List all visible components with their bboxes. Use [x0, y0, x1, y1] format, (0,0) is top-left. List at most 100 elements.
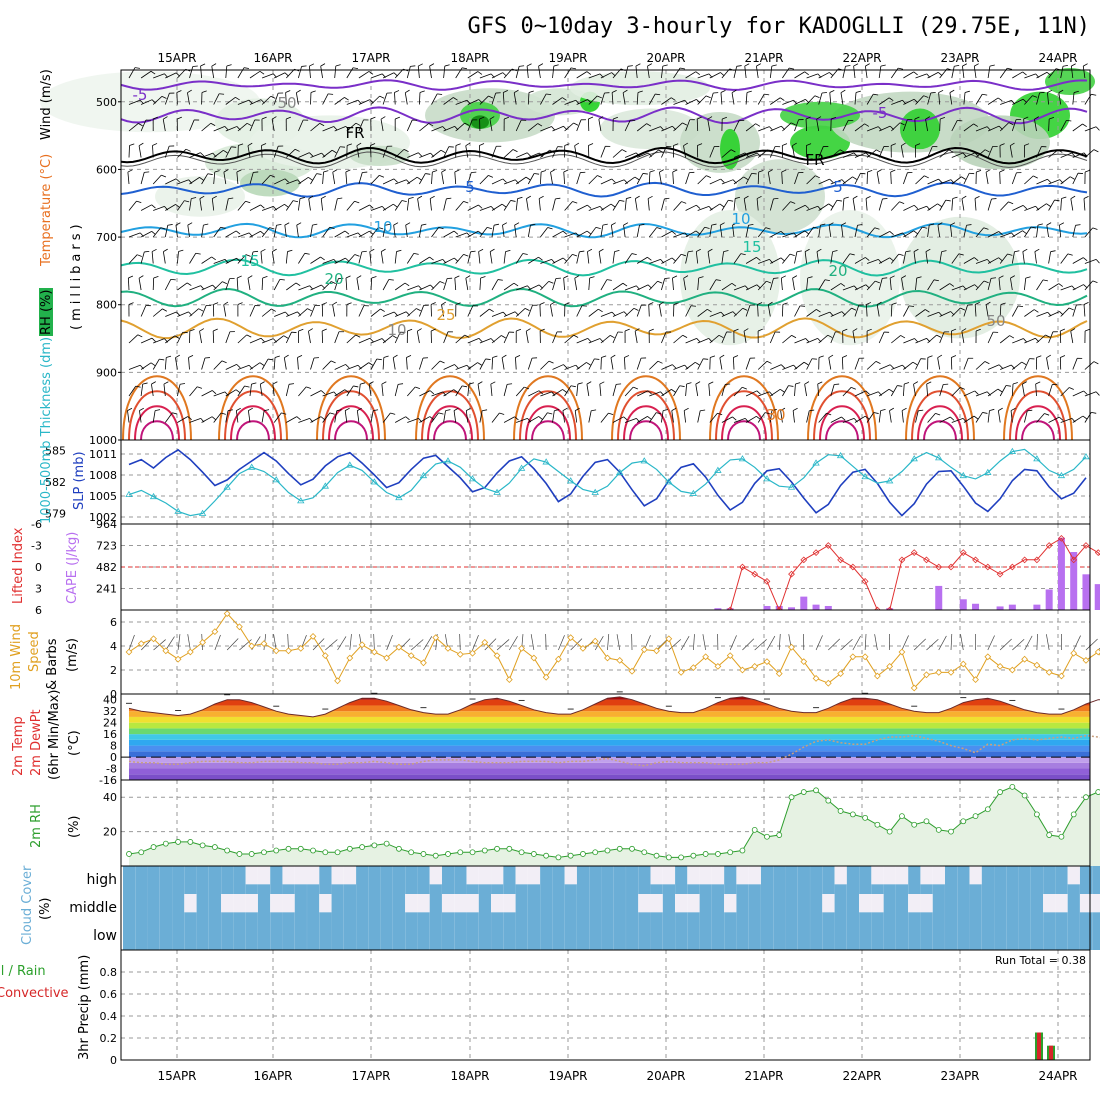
wind-barb	[489, 251, 493, 264]
wind10-panel-bg	[121, 610, 1090, 694]
wind-barb	[658, 304, 662, 317]
cloud-bar	[172, 922, 185, 950]
wind-barb-flag	[626, 196, 632, 199]
wind-barb-flag	[220, 412, 226, 415]
wind-barb-flag	[768, 169, 773, 173]
wind-barb	[673, 334, 683, 344]
wind-barb	[490, 384, 493, 397]
wind-barb	[915, 205, 927, 211]
cloud-bar	[675, 922, 688, 950]
lifted-index-marker	[1008, 563, 1016, 571]
wind-barb-flag	[664, 197, 670, 200]
wind-barb-flag	[425, 173, 431, 175]
top-date-22APR: 22APR	[842, 51, 881, 65]
wind-barb-flag	[914, 338, 919, 343]
wind-barb-flag	[832, 250, 838, 253]
wind-barb	[939, 311, 951, 317]
wind-barb-flag	[865, 63, 870, 67]
wind-barb-flag	[851, 386, 856, 390]
wind10-marker	[898, 648, 906, 656]
wind-barb-flag	[432, 170, 438, 173]
wind10-marker	[407, 652, 415, 659]
wind-barb-flag	[269, 227, 275, 230]
wind-barb-flag	[210, 122, 216, 126]
cape-bar	[1033, 604, 1041, 610]
lifted-index-marker	[824, 542, 832, 549]
cloud-bar	[552, 894, 565, 922]
wind-barb	[236, 277, 239, 291]
wind-barb-flag	[827, 334, 833, 338]
wind-barb-flag	[546, 93, 552, 96]
wind-barb	[128, 364, 141, 370]
wind-barb	[721, 384, 726, 397]
wind-barb-flag	[572, 253, 578, 257]
wind-barb	[782, 253, 791, 264]
wind-barb	[140, 119, 147, 132]
wind-barb-flag	[248, 99, 253, 105]
wind-barb-flag	[816, 309, 821, 313]
wind-barb	[661, 257, 673, 264]
wind-barb	[794, 384, 796, 397]
wind-barb-flag	[609, 335, 615, 339]
wind-barb-flag	[950, 222, 956, 226]
wind-barb	[685, 305, 692, 317]
contour-label-30: 30	[766, 406, 785, 424]
wind-barb	[697, 308, 708, 317]
wind-barb	[939, 149, 950, 158]
wind-barb-flag	[288, 383, 295, 385]
wind-barb	[1084, 227, 1094, 238]
wind-barb	[211, 66, 215, 79]
wind-barb	[479, 175, 489, 185]
cloud-bar	[846, 866, 860, 894]
wind-barb-flag	[296, 89, 301, 94]
wind-barb	[286, 179, 298, 185]
wind-barb-flag	[840, 283, 846, 287]
wind-barb-flag	[610, 354, 616, 359]
wind-barb-flag	[454, 364, 459, 369]
wind-barb	[1011, 305, 1019, 317]
wind10-marker	[616, 657, 624, 664]
cloud-bar	[208, 866, 222, 894]
wind-barb	[685, 119, 691, 132]
wind10-marker	[321, 652, 329, 659]
wind-barb	[139, 410, 142, 423]
precip-panel-frame	[120, 949, 1091, 1061]
wind-barb	[661, 66, 664, 79]
wind-barb	[685, 251, 689, 264]
wind-barb-flag	[704, 226, 710, 229]
wind-barb-flag	[867, 169, 873, 173]
wind-barb-flag	[985, 301, 991, 306]
wind-barb-flag	[283, 335, 289, 339]
bottom-date-19APR: 19APR	[548, 1069, 587, 1083]
wind10-barb	[165, 636, 175, 651]
wind-barb	[332, 304, 336, 317]
thickness-marker	[763, 475, 771, 482]
wind-barb	[552, 125, 564, 132]
wind-barb	[225, 389, 237, 397]
cloud-gap	[245, 894, 258, 913]
cloud-bar	[564, 894, 577, 922]
wind-barb	[235, 410, 239, 423]
wind-barb	[153, 338, 165, 344]
wind-barb	[636, 305, 642, 317]
bottom-date-21APR: 21APR	[744, 1069, 783, 1083]
wind-barb-flag	[328, 93, 334, 95]
wind10-barb	[337, 636, 347, 651]
lifted-index-marker	[837, 556, 844, 564]
wind-barb	[455, 334, 465, 344]
wind10-marker	[162, 647, 170, 655]
wind-barb-flag	[711, 223, 717, 226]
wind-barb-flag	[681, 253, 687, 257]
wind-barb	[540, 171, 542, 185]
wind-barb-flag	[224, 126, 229, 131]
wind-barb-flag	[954, 65, 960, 67]
wind-barb-flag	[555, 197, 561, 200]
wind-barb	[685, 204, 697, 211]
wind-barb-flag	[212, 195, 217, 199]
cloud-bar	[466, 922, 479, 950]
wind-barb-flag	[444, 64, 450, 67]
wind-barb	[298, 119, 304, 132]
wind10-marker	[211, 628, 219, 635]
wind-barb-flag	[708, 381, 714, 385]
cloud-bar	[454, 912, 467, 922]
